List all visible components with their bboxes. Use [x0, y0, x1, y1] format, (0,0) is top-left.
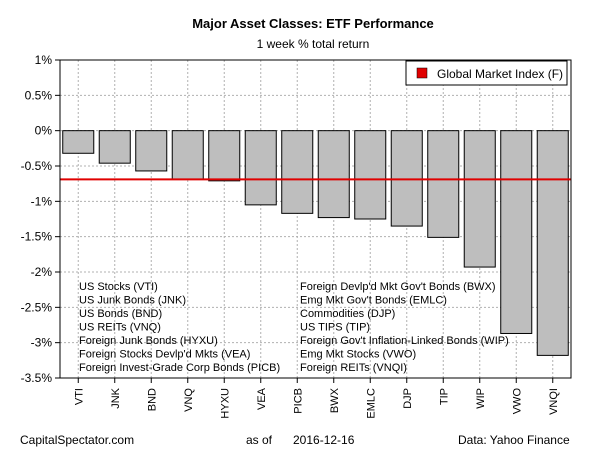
- x-tick-label: HYXU: [219, 388, 231, 419]
- y-tick-label: -3.5%: [21, 371, 53, 385]
- bar-tip: [427, 130, 460, 238]
- bar-jnk: [98, 130, 131, 164]
- chart-subtitle: 1 week % total return: [257, 37, 370, 51]
- bar-vti: [62, 130, 95, 154]
- note-line: US Bonds (BND): [79, 308, 162, 320]
- grid-lines: [60, 59, 571, 379]
- legend: Global Market Index (F): [405, 60, 568, 86]
- y-axis: 1% 0.5% 0% -0.5% -1% -1.5% -2% -2.5% -3% -3.5%: [21, 53, 60, 385]
- plot-frame: [59, 59, 572, 379]
- x-tick-label: EMLC: [365, 388, 377, 419]
- y-tick-label: -3%: [31, 336, 53, 350]
- x-tick-label: VTI: [73, 388, 85, 405]
- bar-emlc: [354, 130, 387, 220]
- note-line: Foreign REITs (VNQI): [300, 362, 407, 374]
- footer-as-of-label: as of: [246, 433, 273, 447]
- note-line: Foreign Gov't Inflation-Linked Bonds (WI…: [300, 335, 509, 347]
- y-tick-label: -2.5%: [21, 300, 53, 314]
- bars: [62, 130, 569, 356]
- note-line: US Stocks (VTI): [79, 281, 158, 293]
- note-line: Foreign Junk Bonds (HYXU): [79, 335, 218, 347]
- note-line: US Junk Bonds (JNK): [79, 295, 186, 307]
- x-tick-label: VWO: [511, 388, 523, 415]
- legend-label: Global Market Index (F): [437, 67, 563, 81]
- bar-vnq: [171, 130, 204, 180]
- bar-bwx: [317, 130, 350, 219]
- note-line: Emg Mkt Gov't Bonds (EMLC): [300, 295, 447, 307]
- legend-box: [405, 60, 568, 86]
- x-tick-label: BND: [146, 388, 158, 411]
- y-tick-label: 0%: [35, 124, 53, 138]
- x-tick-label: VEA: [256, 387, 268, 410]
- bar-wip: [463, 130, 496, 268]
- chart-title: Major Asset Classes: ETF Performance: [192, 16, 434, 31]
- bar-djp: [390, 130, 423, 227]
- notes-right: Foreign Devlp'd Mkt Gov't Bonds (BWX) Emg…: [300, 281, 509, 374]
- note-line: Commodities (DJP): [300, 308, 395, 320]
- notes-left: US Stocks (VTI) US Junk Bonds (JNK)US Bon…: [79, 281, 280, 374]
- note-line: Foreign Stocks Devlp'd Mkts (VEA): [79, 349, 250, 361]
- bar-bnd: [135, 130, 168, 172]
- y-tick-label: -1.5%: [21, 230, 53, 244]
- x-axis: VTI JNK BND VNQ HYXU VEA PICB BWX EMLC DJP TIP WIP V…: [73, 378, 560, 419]
- note-line: Foreign Invest-Grade Corp Bonds (PICB): [79, 362, 280, 374]
- x-tick-label: WIP: [475, 388, 487, 409]
- y-tick-label: 0.5%: [25, 88, 53, 102]
- footer-date: 2016-12-16: [293, 433, 355, 447]
- y-tick-label: -1%: [31, 194, 53, 208]
- y-tick-label: 1%: [35, 53, 53, 67]
- x-tick-label: TIP: [438, 388, 450, 405]
- bar-vwo: [500, 130, 533, 334]
- note-line: US REITs (VNQ): [79, 322, 161, 334]
- bar-vnqi: [536, 130, 569, 356]
- note-line: Foreign Devlp'd Mkt Gov't Bonds (BWX): [300, 281, 496, 293]
- x-tick-label: VNQ: [183, 388, 195, 412]
- x-tick-label: PICB: [292, 388, 304, 414]
- bar-vea: [244, 130, 277, 206]
- footer-source-right: Data: Yahoo Finance: [458, 433, 570, 447]
- y-tick-label: -2%: [31, 265, 53, 279]
- x-tick-label: JNK: [110, 387, 122, 408]
- note-line: US TIPS (TIP): [300, 322, 370, 334]
- x-tick-label: BWX: [329, 387, 341, 413]
- bar-picb: [281, 130, 314, 214]
- y-tick-label: -0.5%: [21, 159, 53, 173]
- legend-swatch: [416, 67, 428, 79]
- x-tick-label: DJP: [402, 388, 414, 409]
- note-line: Emg Mkt Stocks (VWO): [300, 349, 416, 361]
- footer-source-left: CapitalSpectator.com: [20, 433, 134, 447]
- bar-hyxu: [208, 130, 241, 182]
- x-tick-label: VNQI: [548, 388, 560, 415]
